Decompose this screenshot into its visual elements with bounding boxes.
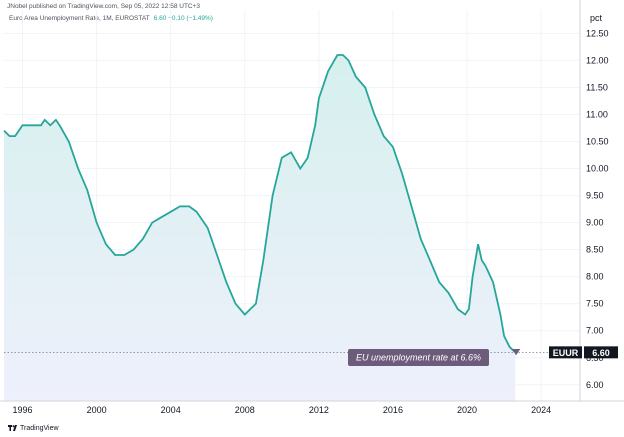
x-tick-label: 2004	[161, 405, 181, 415]
y-tick-label: 6.00	[586, 380, 604, 390]
x-tick-label: 2016	[383, 405, 403, 415]
y-tick-label: 10.00	[586, 164, 609, 174]
series-line	[3, 54, 516, 353]
y-tick-label: 7.00	[586, 326, 604, 336]
symbol-badge	[549, 346, 582, 359]
symbol-badge-label: EUUR	[553, 348, 579, 358]
annotation-box	[348, 349, 489, 366]
annotation-label: EU unemployment rate at 6.6%	[356, 353, 481, 363]
annotation-pointer	[512, 349, 521, 356]
y-tick-label: 9.50	[586, 191, 604, 201]
tradingview-brand[interactable]: TradingView	[8, 425, 59, 432]
y-tick-label: 8.50	[586, 245, 604, 255]
brand-label: TradingView	[20, 425, 59, 432]
y-tick-label: 7.50	[586, 299, 604, 309]
y-tick-label: 9.00	[586, 218, 604, 228]
y-axis: 6.006.507.007.508.008.509.009.5010.0010.…	[579, 0, 609, 401]
y-tick-label: 12.50	[586, 28, 609, 38]
tradingview-logo-icon	[8, 425, 17, 431]
legend-title: Euro Area Unemployment Rate, 1M, EUROSTA…	[9, 15, 150, 22]
published-caption: JNobel published on TradingView.com, Sep…	[7, 3, 201, 10]
x-tick-label: 2008	[235, 405, 255, 415]
value-badge	[584, 346, 618, 359]
y-tick-label: 11.00	[586, 109, 608, 119]
series-legend: Euro Area Unemployment Rate, 1M, EUROSTA…	[9, 15, 213, 22]
x-tick-label: 2024	[531, 405, 551, 415]
last-value-marker: EUUR 6.60 EU unemployment rate at 6.6%	[4, 346, 618, 366]
y-tick-label: 8.00	[586, 272, 604, 282]
y-tick-label: 11.50	[586, 82, 608, 92]
x-tick-label: 2000	[87, 405, 107, 415]
x-tick-label: 2012	[309, 405, 329, 415]
x-tick-label: 2020	[457, 405, 477, 415]
y-tick-label: 10.50	[586, 137, 609, 147]
legend-values: 6.60 −0.10 (−1.49%)	[153, 15, 213, 22]
value-badge-label: 6.60	[592, 348, 610, 358]
x-tick-label: 1996	[13, 405, 33, 415]
y-tick-label: 12.00	[586, 55, 609, 65]
y-axis-unit-label: pct	[590, 13, 603, 23]
x-axis: 1996 2000 2004 2008 2012 2016 2020 2024	[0, 400, 624, 415]
